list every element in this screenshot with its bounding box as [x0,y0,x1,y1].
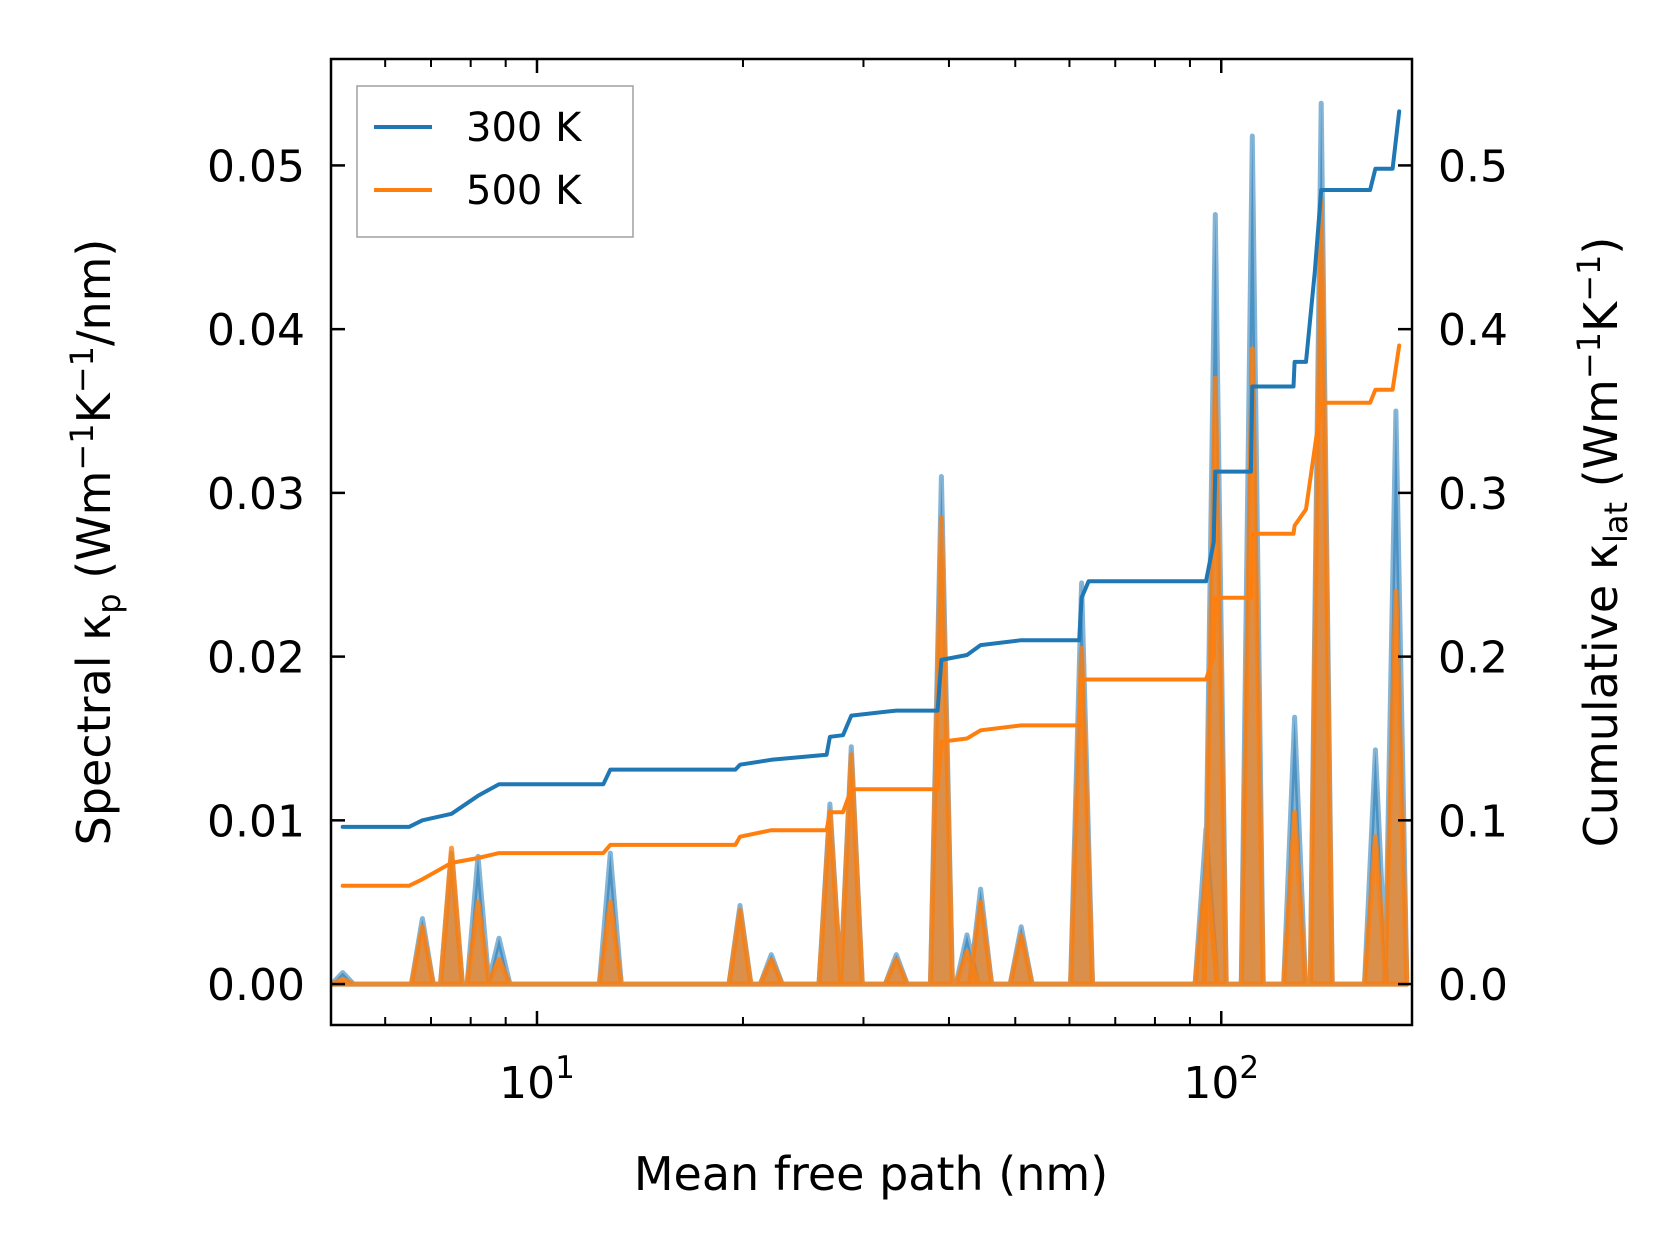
plot-frame [329,57,1414,1027]
y-right-label-exp1: −1 [1570,332,1608,379]
y-left-tick-label: 0.01 [207,796,305,847]
legend-label-300k: 300 K [466,105,583,151]
y-left-tick-label: 0.00 [207,960,305,1011]
y-left-tick-label: 0.03 [207,469,305,520]
y-right-label-exp2: −1 [1570,255,1608,302]
legend-label-500k: 500 K [466,168,583,214]
y-right-label-k: K [1574,300,1628,332]
y-right-tick-label: 0.3 [1438,469,1508,520]
y-left-label-k: K [67,391,121,423]
x-tick-label: 101 [499,1050,575,1109]
x-tick-label: 102 [1183,1050,1259,1109]
y-right-tick-label: 0.2 [1438,633,1508,684]
y-right-tick-label: 0.1 [1438,796,1508,847]
x-axis-label: Mean free path (nm) [634,1147,1108,1201]
legend: 300 K 500 K [356,85,634,238]
y-right-tick-label: 0.4 [1438,305,1508,356]
spectral-area-500k [331,195,1410,987]
legend-box [356,85,634,238]
y-left-tick-label: 0.02 [207,633,305,684]
y-right-tick-label: 0.0 [1438,960,1508,1011]
x-tick-label-base: 10 [1183,1058,1239,1109]
y-axis-right-label: Cumulative κlat (Wm−1K−1) [1570,237,1635,848]
y-right-label-units: (Wm [1574,379,1628,502]
y-right-label-sub: lat [1597,502,1635,543]
cumulative-line-300k [340,109,1402,829]
y-left-label-units: (Wm [67,471,121,594]
x-tick-label-exponent: 1 [555,1050,575,1086]
y-left-label-exp2: −1 [63,346,101,393]
x-tick-label-exponent: 2 [1239,1050,1259,1086]
cumulative-line-500k [340,343,1402,888]
axis-ticks: 0.00 0.01 0.02 0.03 0.04 0.05 0.0 0.1 0.2 0.3 0.4 0… [207,59,1508,1109]
y-left-label-sub: p [90,593,128,613]
y-right-tick-label: 0.5 [1438,141,1508,192]
y-left-tick-label: 0.05 [207,141,305,192]
y-left-tick-label: 0.04 [207,305,305,356]
y-left-label-exp1: −1 [63,423,101,470]
plot-area [331,100,1410,987]
y-right-label-main: Cumulative κ [1574,543,1628,847]
x-tick-label-base: 10 [499,1058,555,1109]
y-axis-left-label: Spectral κp (Wm−1K−1/nm) [63,239,128,846]
y-right-label-end: ) [1574,237,1628,255]
y-left-label-end: /nm) [67,239,121,346]
y-left-label-main: Spectral κ [67,614,121,846]
